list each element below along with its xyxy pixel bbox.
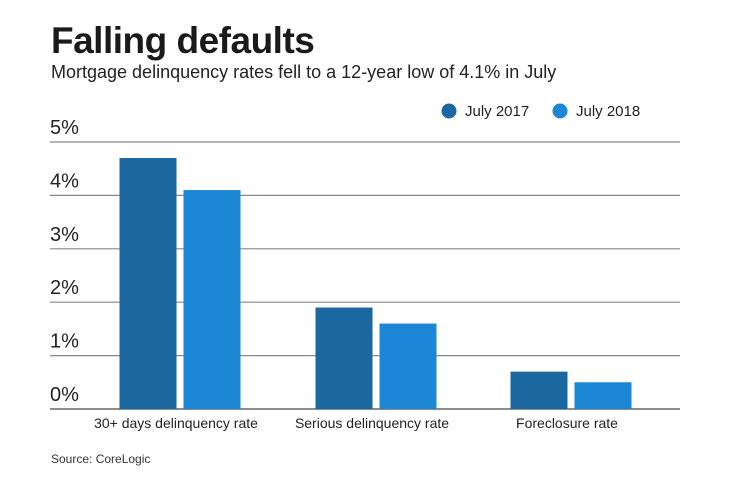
bar-2017: [510, 371, 568, 409]
bar-2017: [119, 158, 177, 409]
legend-label: July 2017: [465, 103, 529, 120]
legend-label: July 2018: [576, 103, 640, 120]
bar-2018: [574, 382, 632, 409]
y-tick-label: 0%: [50, 384, 79, 406]
y-tick-label: 5%: [50, 117, 79, 139]
x-category-label: Foreclosure rate: [516, 415, 618, 431]
chart-title: Falling defaults: [51, 20, 315, 61]
bar-2018: [379, 323, 437, 409]
y-tick-label: 3%: [50, 224, 79, 246]
legend-marker: [552, 103, 568, 119]
y-tick-label: 1%: [50, 331, 79, 353]
chart-subtitle: Mortgage delinquency rates fell to a 12-…: [51, 62, 557, 82]
bar-2017: [315, 307, 373, 409]
source-note: Source: CoreLogic: [51, 452, 151, 466]
x-category-label: Serious delinquency rate: [295, 415, 449, 431]
bar-2018: [183, 190, 241, 409]
legend-marker: [441, 103, 457, 119]
x-category-label: 30+ days delinquency rate: [94, 415, 258, 431]
y-tick-label: 2%: [50, 277, 79, 299]
y-tick-label: 4%: [50, 170, 79, 192]
